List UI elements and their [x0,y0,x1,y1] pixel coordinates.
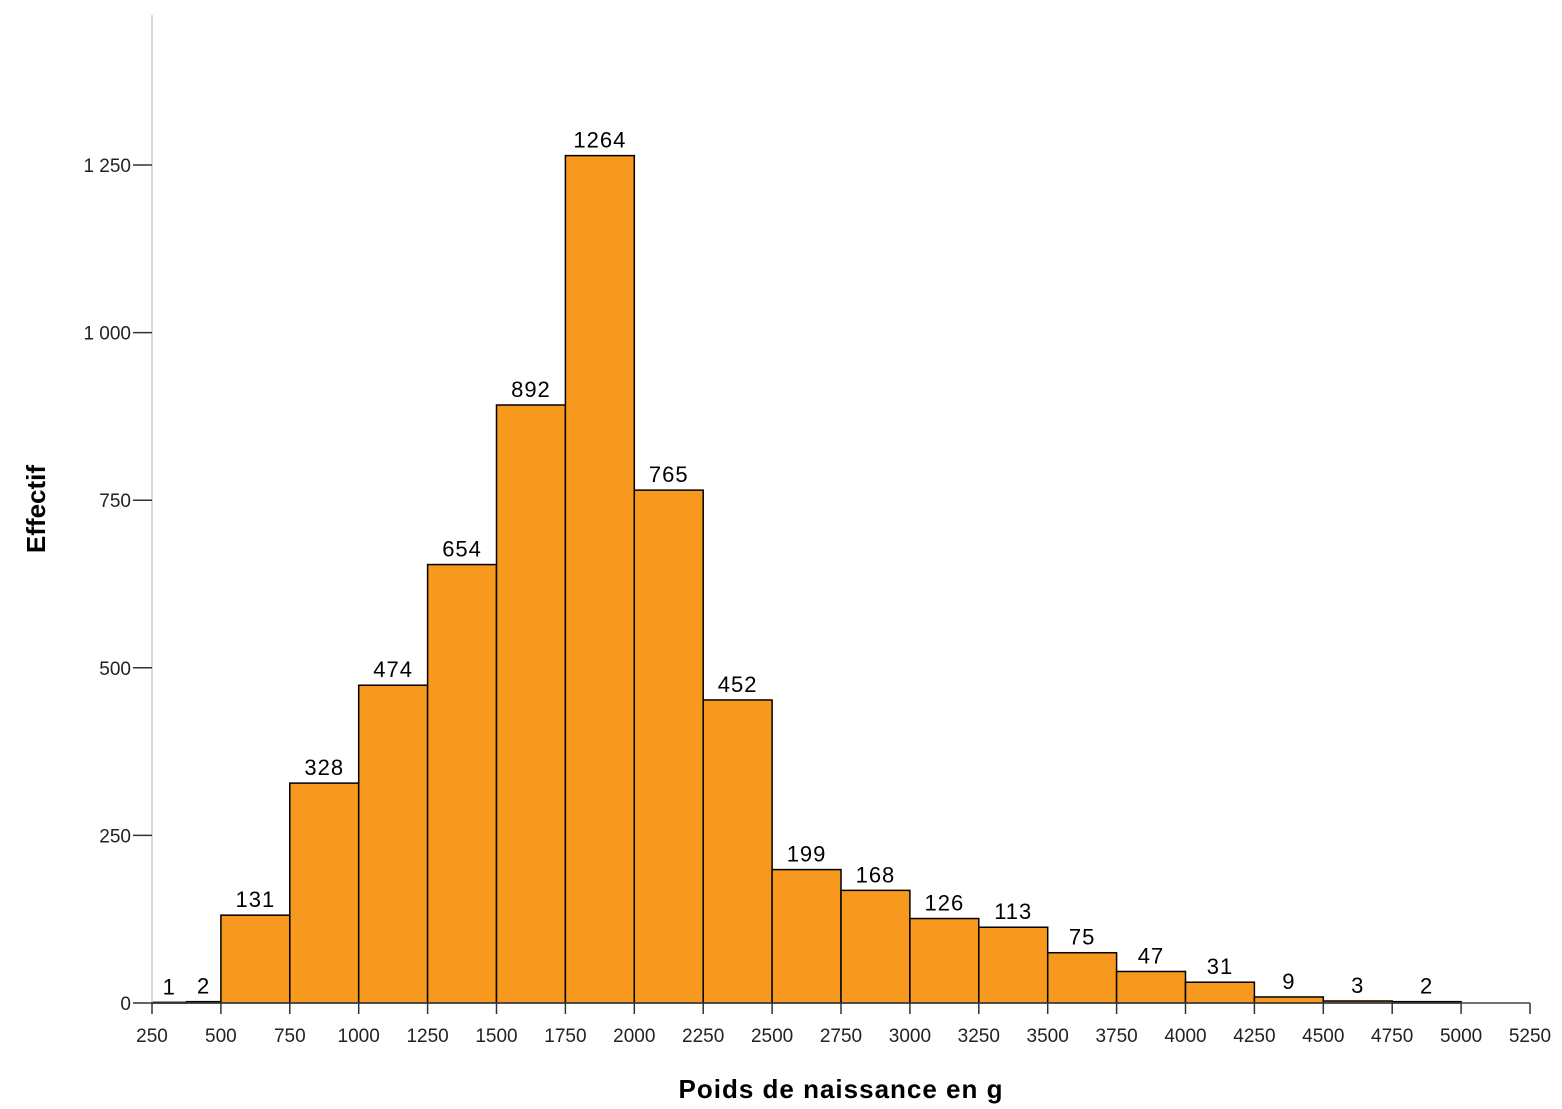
histogram-bar [1253,996,1325,1004]
x-tick-label: 750 [274,1026,306,1047]
x-tick-label: 250 [136,1026,168,1047]
bar-value-label: 2 [1420,974,1433,999]
histogram-bar [702,699,773,1004]
histogram-bar [495,404,567,1004]
bar-value-label: 1 [163,974,176,999]
y-axis-ticks: 0 250 500 750 1 000 1 250 [83,156,152,1015]
y-tick-label: 500 [99,659,131,680]
histogram-bar [978,926,1049,1004]
x-tick-label: 1250 [406,1026,448,1047]
histogram-bar [909,917,980,1004]
x-axis-ticks: 250 500 750 1000 1250 1500 1750 2000 2250 2500 275… [136,1003,1551,1047]
histogram-bar [220,914,291,1004]
bar-value-label: 75 [1069,925,1095,950]
bar-value-label: 328 [304,755,344,780]
bar-value-label: 31 [1207,954,1233,979]
histogram-bar [564,154,636,1004]
x-tick-label: 3250 [958,1026,1000,1047]
bar-value-label: 452 [718,672,758,697]
bar-value-label: 9 [1282,969,1295,994]
histogram-bar [633,489,704,1004]
y-tick-label: 1 000 [83,324,131,345]
histogram-bar [1115,970,1187,1004]
bar-value-label: 131 [235,887,275,912]
x-tick-label: 4750 [1371,1026,1413,1047]
histogram-bar [771,868,842,1004]
bar-value-label: 765 [649,462,689,487]
histogram-bar [1184,981,1256,1004]
bar-value-label: 892 [511,377,551,402]
x-tick-label: 3500 [1027,1026,1069,1047]
x-tick-label: 5250 [1509,1026,1551,1047]
histogram-bar [426,563,498,1004]
bars-group [151,154,1462,1004]
histogram-bar [840,889,911,1004]
bar-value-label: 199 [787,842,827,867]
bar-value-label: 168 [856,862,896,887]
y-tick-label: 1 250 [83,156,131,177]
x-tick-label: 1750 [544,1026,586,1047]
bar-value-label: 113 [994,899,1032,924]
bar-value-label: 47 [1138,943,1164,968]
y-axis-title: Effectif [21,465,51,553]
x-tick-label: 1000 [338,1026,380,1047]
histogram-bar [357,684,429,1004]
bar-value-label: 3 [1351,973,1364,998]
histogram-bar [289,782,360,1004]
y-tick-label: 250 [99,826,131,847]
x-tick-label: 4250 [1233,1026,1275,1047]
x-tick-label: 2000 [613,1026,655,1047]
bar-value-label: 654 [442,537,482,562]
bar-value-label: 1264 [573,128,626,153]
x-tick-label: 2250 [682,1026,724,1047]
x-tick-label: 4000 [1164,1026,1206,1047]
x-tick-label: 1500 [475,1026,517,1047]
x-tick-label: 4500 [1302,1026,1344,1047]
x-tick-label: 2500 [751,1026,793,1047]
y-tick-label: 0 [120,994,131,1015]
x-axis-title: Poids de naissance en g [679,1074,1004,1104]
x-tick-label: 3750 [1095,1026,1137,1047]
x-tick-label: 2750 [820,1026,862,1047]
bar-value-label: 126 [924,891,964,916]
x-tick-label: 5000 [1440,1026,1482,1047]
bar-value-label: 474 [373,657,413,682]
bar-value-label: 2 [197,974,210,999]
y-tick-label: 750 [99,491,131,512]
histogram-bar [1046,951,1118,1004]
x-tick-label: 500 [205,1026,237,1047]
x-tick-label: 3000 [889,1026,931,1047]
